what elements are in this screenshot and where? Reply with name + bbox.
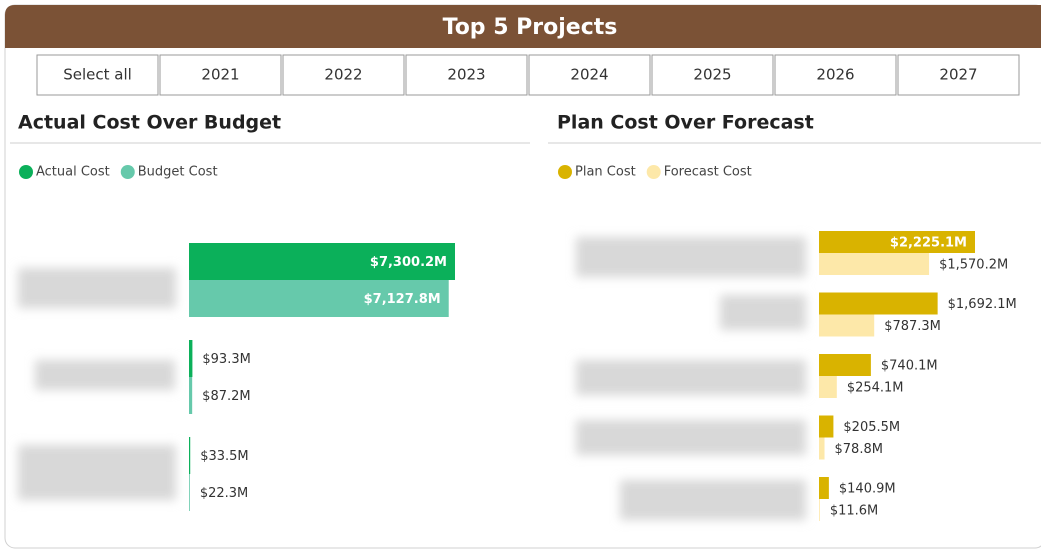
data-label: $33.5M	[200, 449, 248, 464]
data-label: $87.2M	[202, 389, 250, 404]
legend-label: Budget Cost	[138, 165, 218, 180]
data-label: $1,570.2M	[939, 258, 1008, 273]
bar	[819, 415, 834, 438]
slicer-label[interactable]: 2023	[447, 66, 485, 84]
slicer-label[interactable]: 2026	[816, 66, 854, 84]
slicer-button[interactable]	[528, 54, 651, 96]
bar	[819, 499, 820, 521]
legend-swatch	[558, 165, 572, 179]
data-label: $7,127.8M	[364, 292, 441, 307]
legend-label: Forecast Cost	[664, 165, 752, 180]
slicer-button[interactable]	[159, 54, 282, 96]
bar	[189, 243, 455, 280]
chart-title: Plan Cost Over Forecast	[557, 112, 814, 134]
data-label: $205.5M	[843, 420, 900, 435]
data-label: $1,692.1M	[948, 297, 1017, 312]
data-label: $787.3M	[884, 319, 941, 334]
data-label: $93.3M	[202, 352, 250, 367]
legend-swatch	[120, 165, 135, 179]
slicer-label[interactable]: 2021	[201, 66, 239, 84]
data-label: $140.9M	[839, 482, 896, 497]
bar	[189, 437, 191, 474]
bar	[819, 231, 975, 253]
bar	[819, 314, 875, 337]
legend-label: Actual Cost	[36, 165, 110, 180]
data-label: $254.1M	[847, 381, 904, 396]
data-label: $11.6M	[830, 504, 878, 519]
legend-swatch	[646, 165, 661, 179]
slicer-label[interactable]: 2024	[570, 66, 608, 84]
bar	[819, 292, 938, 315]
slicer-button[interactable]	[651, 54, 774, 96]
blurred-labels	[18, 237, 806, 520]
bar	[819, 437, 825, 460]
bar	[189, 280, 449, 317]
data-label: $7,300.2M	[370, 255, 447, 270]
legend-swatch	[19, 165, 33, 179]
slicer-button[interactable]	[405, 54, 528, 96]
bar	[189, 340, 193, 377]
slicer-button[interactable]	[897, 54, 1020, 96]
header-bar	[5, 5, 1041, 48]
bar	[189, 474, 190, 511]
data-label: $2,225.1M	[890, 236, 967, 251]
legend-label: Plan Cost	[575, 165, 636, 180]
slicer-button[interactable]	[36, 54, 159, 96]
slicer-label[interactable]: 2027	[939, 66, 977, 84]
data-label: $740.1M	[881, 359, 938, 374]
bar	[819, 477, 829, 499]
bar	[189, 377, 193, 414]
header-title: Top 5 Projects	[443, 15, 618, 40]
bar	[819, 253, 930, 275]
slicer-label[interactable]: 2022	[324, 66, 362, 84]
data-label: $22.3M	[200, 486, 248, 501]
slicer-label[interactable]: 2025	[693, 66, 731, 84]
bar	[819, 376, 837, 398]
slicer-label[interactable]: Select all	[63, 66, 132, 84]
slicer-button[interactable]	[282, 54, 405, 96]
chart-title: Actual Cost Over Budget	[18, 112, 281, 134]
slicer-button[interactable]	[774, 54, 897, 96]
bar	[819, 354, 871, 376]
data-label: $78.8M	[835, 442, 883, 457]
